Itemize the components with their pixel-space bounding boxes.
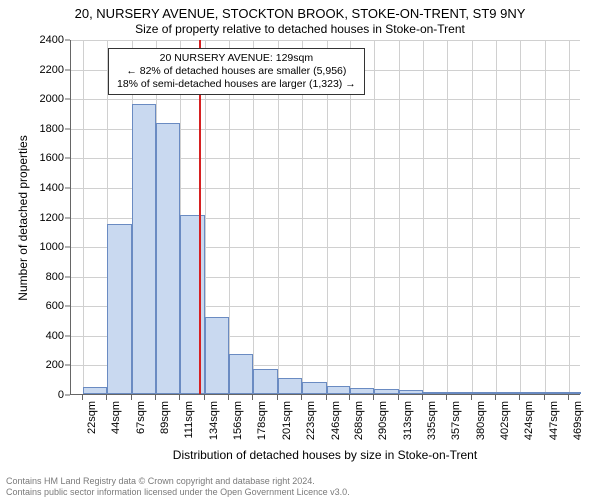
x-tick-label: 89sqm bbox=[159, 401, 171, 434]
chart-title-line1: 20, NURSERY AVENUE, STOCKTON BROOK, STOK… bbox=[0, 6, 600, 21]
x-tick-mark bbox=[373, 395, 374, 400]
x-tick-mark bbox=[82, 395, 83, 400]
x-tick-label: 178sqm bbox=[256, 401, 268, 440]
y-tick-label: 1000 bbox=[40, 241, 64, 253]
x-tick-label: 156sqm bbox=[232, 401, 244, 440]
x-tick-mark bbox=[277, 395, 278, 400]
x-tick-mark bbox=[544, 395, 545, 400]
chart-title-line2: Size of property relative to detached ho… bbox=[0, 22, 600, 36]
histogram-bar bbox=[156, 123, 180, 394]
x-tick-mark bbox=[301, 395, 302, 400]
x-tick-label: 469sqm bbox=[572, 401, 584, 440]
x-tick-mark bbox=[252, 395, 253, 400]
y-tick-label: 1800 bbox=[40, 123, 64, 135]
histogram-bar bbox=[496, 392, 520, 394]
histogram-bar bbox=[472, 392, 496, 394]
histogram-bar bbox=[229, 354, 253, 394]
x-tick-mark bbox=[106, 395, 107, 400]
histogram-bar bbox=[520, 392, 545, 394]
x-tick-label: 447sqm bbox=[548, 401, 560, 440]
histogram-bar bbox=[302, 382, 327, 394]
histogram-bar bbox=[399, 390, 423, 394]
histogram-bar bbox=[350, 388, 374, 394]
histogram-bar bbox=[423, 392, 447, 394]
x-tick-mark bbox=[519, 395, 520, 400]
x-tick-label: 357sqm bbox=[450, 401, 462, 440]
y-axis-ticks: 0200400600800100012001400160018002000220… bbox=[0, 40, 70, 395]
x-tick-label: 402sqm bbox=[499, 401, 511, 440]
annotation-box: 20 NURSERY AVENUE: 129sqm ← 82% of detac… bbox=[108, 48, 365, 95]
x-tick-mark bbox=[204, 395, 205, 400]
x-tick-label: 313sqm bbox=[402, 401, 414, 440]
annotation-line2: ← 82% of detached houses are smaller (5,… bbox=[117, 65, 356, 78]
x-tick-mark bbox=[326, 395, 327, 400]
y-tick-label: 0 bbox=[58, 389, 64, 401]
annotation-line3: 18% of semi-detached houses are larger (… bbox=[117, 78, 356, 91]
x-tick-label: 268sqm bbox=[353, 401, 365, 440]
histogram-bar bbox=[327, 386, 351, 394]
x-axis-ticks: 22sqm 44sqm 67sqm 89sqm 111sqm 134sqm 156sqm 17… bbox=[70, 395, 580, 455]
y-tick-label: 2200 bbox=[40, 64, 64, 76]
histogram-bar bbox=[374, 389, 399, 394]
x-tick-mark bbox=[228, 395, 229, 400]
x-tick-label: 67sqm bbox=[135, 401, 147, 434]
y-tick-label: 2400 bbox=[40, 34, 64, 46]
x-tick-mark bbox=[422, 395, 423, 400]
x-tick-label: 290sqm bbox=[377, 401, 389, 440]
histogram-bar bbox=[278, 378, 302, 394]
histogram-bar bbox=[132, 104, 156, 394]
y-tick-label: 400 bbox=[46, 330, 64, 342]
histogram-bar bbox=[83, 387, 107, 394]
x-tick-mark bbox=[179, 395, 180, 400]
histogram-bar bbox=[205, 317, 229, 394]
x-tick-label: 424sqm bbox=[523, 401, 535, 440]
histogram-bar bbox=[447, 392, 472, 394]
x-tick-label: 223sqm bbox=[305, 401, 317, 440]
histogram-bar bbox=[545, 392, 569, 394]
y-tick-label: 1400 bbox=[40, 182, 64, 194]
x-tick-mark bbox=[131, 395, 132, 400]
y-tick-label: 600 bbox=[46, 300, 64, 312]
footer-line2: Contains public sector information licen… bbox=[6, 487, 350, 498]
annotation-line1: 20 NURSERY AVENUE: 129sqm bbox=[117, 52, 356, 65]
x-tick-label: 246sqm bbox=[330, 401, 342, 440]
histogram-bar bbox=[107, 224, 132, 394]
x-tick-label: 111sqm bbox=[183, 401, 195, 439]
y-tick-label: 2000 bbox=[40, 93, 64, 105]
footer-attribution: Contains HM Land Registry data © Crown c… bbox=[6, 476, 350, 499]
x-tick-mark bbox=[471, 395, 472, 400]
x-tick-label: 22sqm bbox=[86, 401, 98, 434]
x-tick-mark bbox=[155, 395, 156, 400]
y-tick-label: 1600 bbox=[40, 152, 64, 164]
histogram-bar bbox=[253, 369, 278, 394]
y-tick-label: 1200 bbox=[40, 212, 64, 224]
x-tick-label: 44sqm bbox=[110, 401, 122, 434]
footer-line1: Contains HM Land Registry data © Crown c… bbox=[6, 476, 350, 487]
y-tick-label: 200 bbox=[46, 359, 64, 371]
x-tick-mark bbox=[568, 395, 569, 400]
x-tick-mark bbox=[495, 395, 496, 400]
histogram-bar bbox=[569, 392, 581, 394]
x-tick-mark bbox=[349, 395, 350, 400]
x-tick-mark bbox=[446, 395, 447, 400]
x-tick-label: 335sqm bbox=[426, 401, 438, 440]
x-tick-label: 201sqm bbox=[281, 401, 293, 440]
x-tick-label: 380sqm bbox=[475, 401, 487, 440]
x-tick-label: 134sqm bbox=[208, 401, 220, 440]
y-tick-label: 800 bbox=[46, 271, 64, 283]
x-tick-mark bbox=[398, 395, 399, 400]
x-axis-label: Distribution of detached houses by size … bbox=[70, 448, 580, 462]
